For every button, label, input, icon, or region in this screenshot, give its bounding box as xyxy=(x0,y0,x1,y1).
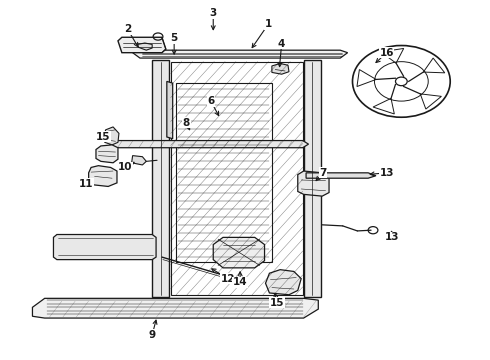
Polygon shape xyxy=(32,298,318,318)
Text: 1: 1 xyxy=(265,19,272,29)
Text: 13: 13 xyxy=(379,168,394,178)
Text: 16: 16 xyxy=(379,48,394,58)
Text: 4: 4 xyxy=(278,39,285,49)
Polygon shape xyxy=(266,270,301,295)
Text: 7: 7 xyxy=(319,168,327,178)
Text: 5: 5 xyxy=(171,33,178,43)
Text: 3: 3 xyxy=(210,8,217,18)
Text: 2: 2 xyxy=(124,24,131,35)
Text: 11: 11 xyxy=(79,179,94,189)
Polygon shape xyxy=(89,166,117,186)
Polygon shape xyxy=(118,37,166,53)
Polygon shape xyxy=(171,62,303,295)
Polygon shape xyxy=(132,156,147,165)
Text: 13: 13 xyxy=(384,232,399,242)
Text: 9: 9 xyxy=(148,330,156,340)
Polygon shape xyxy=(152,60,169,297)
Text: 12: 12 xyxy=(220,274,235,284)
Polygon shape xyxy=(53,234,156,260)
Polygon shape xyxy=(96,145,118,163)
Polygon shape xyxy=(298,171,329,196)
Text: 15: 15 xyxy=(270,298,284,308)
Polygon shape xyxy=(213,237,265,268)
Polygon shape xyxy=(167,81,172,139)
Text: 8: 8 xyxy=(183,118,190,128)
Text: 15: 15 xyxy=(96,132,111,142)
Polygon shape xyxy=(175,83,272,262)
Text: 6: 6 xyxy=(207,96,215,106)
Polygon shape xyxy=(133,50,347,58)
Text: 14: 14 xyxy=(233,277,247,287)
Polygon shape xyxy=(138,43,152,50)
Polygon shape xyxy=(110,140,309,148)
Polygon shape xyxy=(304,60,321,297)
Polygon shape xyxy=(306,173,376,178)
Text: 10: 10 xyxy=(118,162,132,172)
Polygon shape xyxy=(272,63,289,74)
Polygon shape xyxy=(103,127,119,145)
